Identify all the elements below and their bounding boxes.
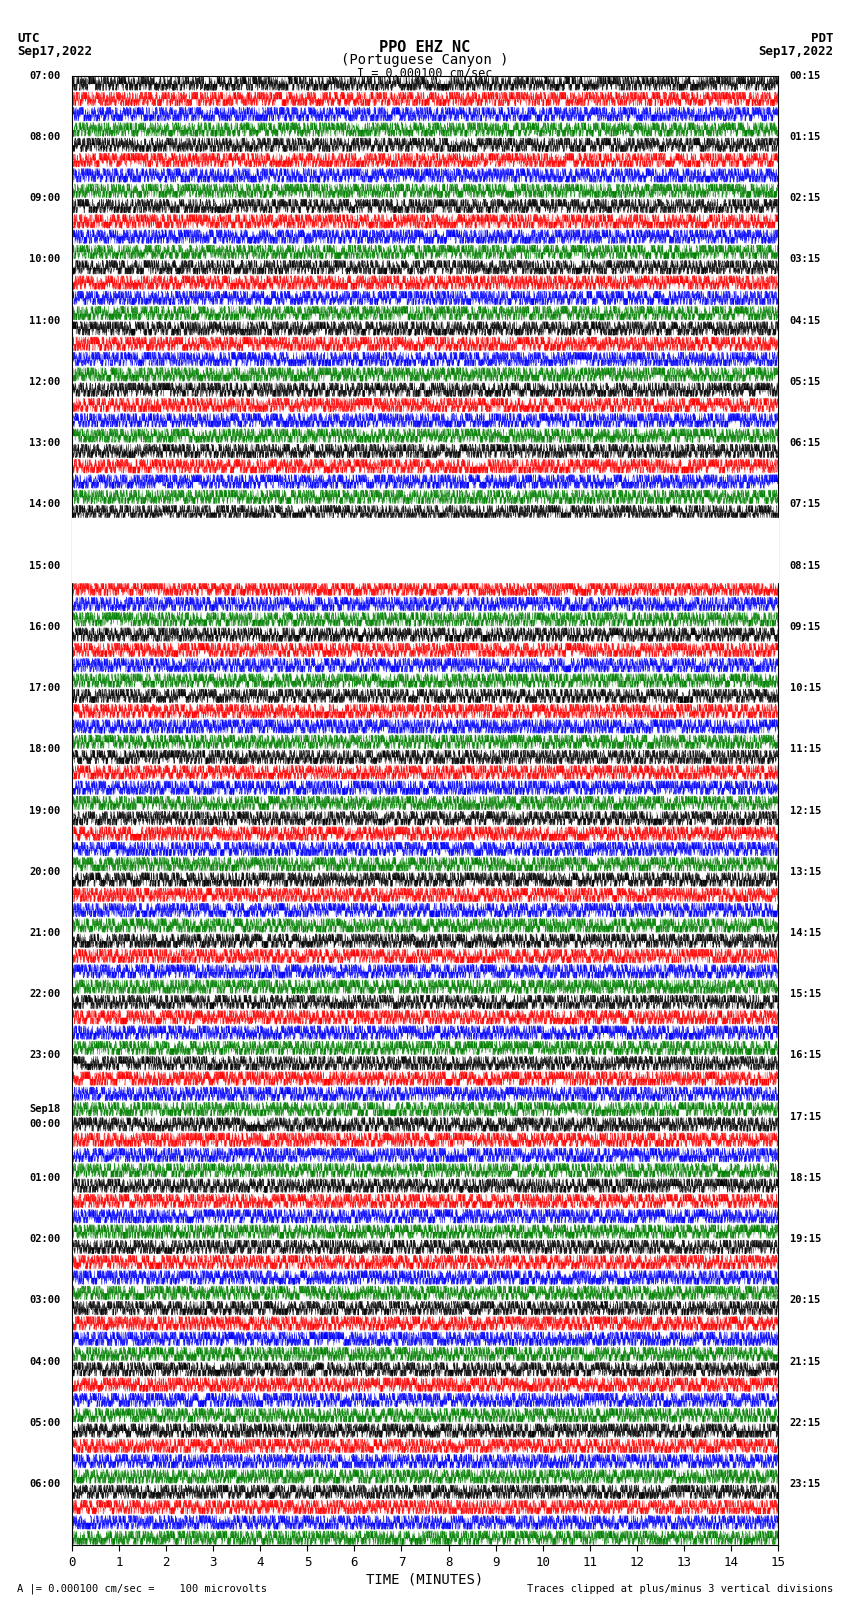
Text: 17:15: 17:15 xyxy=(790,1111,821,1121)
Text: 13:15: 13:15 xyxy=(790,866,821,877)
Text: 04:15: 04:15 xyxy=(790,316,821,326)
Text: 13:00: 13:00 xyxy=(29,439,60,448)
Text: 05:00: 05:00 xyxy=(29,1418,60,1428)
Text: UTC: UTC xyxy=(17,32,39,45)
Text: 11:15: 11:15 xyxy=(790,744,821,755)
Text: 20:00: 20:00 xyxy=(29,866,60,877)
Text: 18:15: 18:15 xyxy=(790,1173,821,1182)
Text: 18:00: 18:00 xyxy=(29,744,60,755)
Text: 20:15: 20:15 xyxy=(790,1295,821,1305)
Text: A |= 0.000100 cm/sec =    100 microvolts: A |= 0.000100 cm/sec = 100 microvolts xyxy=(17,1582,267,1594)
Text: 17:00: 17:00 xyxy=(29,682,60,694)
Text: 09:15: 09:15 xyxy=(790,623,821,632)
Text: 02:00: 02:00 xyxy=(29,1234,60,1244)
Text: 01:00: 01:00 xyxy=(29,1173,60,1182)
Text: 00:00: 00:00 xyxy=(29,1119,60,1129)
Text: 19:00: 19:00 xyxy=(29,805,60,816)
Text: 01:15: 01:15 xyxy=(790,132,821,142)
Text: 08:15: 08:15 xyxy=(790,561,821,571)
Text: 10:15: 10:15 xyxy=(790,682,821,694)
Text: 03:00: 03:00 xyxy=(29,1295,60,1305)
Text: 19:15: 19:15 xyxy=(790,1234,821,1244)
Text: 22:15: 22:15 xyxy=(790,1418,821,1428)
Text: 22:00: 22:00 xyxy=(29,989,60,998)
Text: 11:00: 11:00 xyxy=(29,316,60,326)
Text: Sep18: Sep18 xyxy=(29,1105,60,1115)
Text: 06:15: 06:15 xyxy=(790,439,821,448)
Text: 06:00: 06:00 xyxy=(29,1479,60,1489)
Text: 21:15: 21:15 xyxy=(790,1357,821,1366)
Text: 23:00: 23:00 xyxy=(29,1050,60,1060)
Text: 09:00: 09:00 xyxy=(29,194,60,203)
Text: 14:15: 14:15 xyxy=(790,927,821,939)
Text: 16:00: 16:00 xyxy=(29,623,60,632)
Text: Traces clipped at plus/minus 3 vertical divisions: Traces clipped at plus/minus 3 vertical … xyxy=(527,1584,833,1594)
X-axis label: TIME (MINUTES): TIME (MINUTES) xyxy=(366,1573,484,1587)
Text: Sep17,2022: Sep17,2022 xyxy=(17,45,92,58)
Text: 07:00: 07:00 xyxy=(29,71,60,81)
Text: 03:15: 03:15 xyxy=(790,255,821,265)
Text: 16:15: 16:15 xyxy=(790,1050,821,1060)
Text: 12:00: 12:00 xyxy=(29,377,60,387)
Text: 04:00: 04:00 xyxy=(29,1357,60,1366)
Text: 15:15: 15:15 xyxy=(790,989,821,998)
Text: 23:15: 23:15 xyxy=(790,1479,821,1489)
Text: (Portuguese Canyon ): (Portuguese Canyon ) xyxy=(341,53,509,68)
Text: PDT: PDT xyxy=(811,32,833,45)
Text: 05:15: 05:15 xyxy=(790,377,821,387)
Text: 07:15: 07:15 xyxy=(790,500,821,510)
Text: 08:00: 08:00 xyxy=(29,132,60,142)
Text: 12:15: 12:15 xyxy=(790,805,821,816)
Text: 02:15: 02:15 xyxy=(790,194,821,203)
Text: PPO EHZ NC: PPO EHZ NC xyxy=(379,40,471,55)
Text: 15:00: 15:00 xyxy=(29,561,60,571)
Text: 10:00: 10:00 xyxy=(29,255,60,265)
Text: 21:00: 21:00 xyxy=(29,927,60,939)
Text: Sep17,2022: Sep17,2022 xyxy=(758,45,833,58)
Text: I = 0.000100 cm/sec: I = 0.000100 cm/sec xyxy=(357,66,493,79)
Text: 14:00: 14:00 xyxy=(29,500,60,510)
Text: 00:15: 00:15 xyxy=(790,71,821,81)
